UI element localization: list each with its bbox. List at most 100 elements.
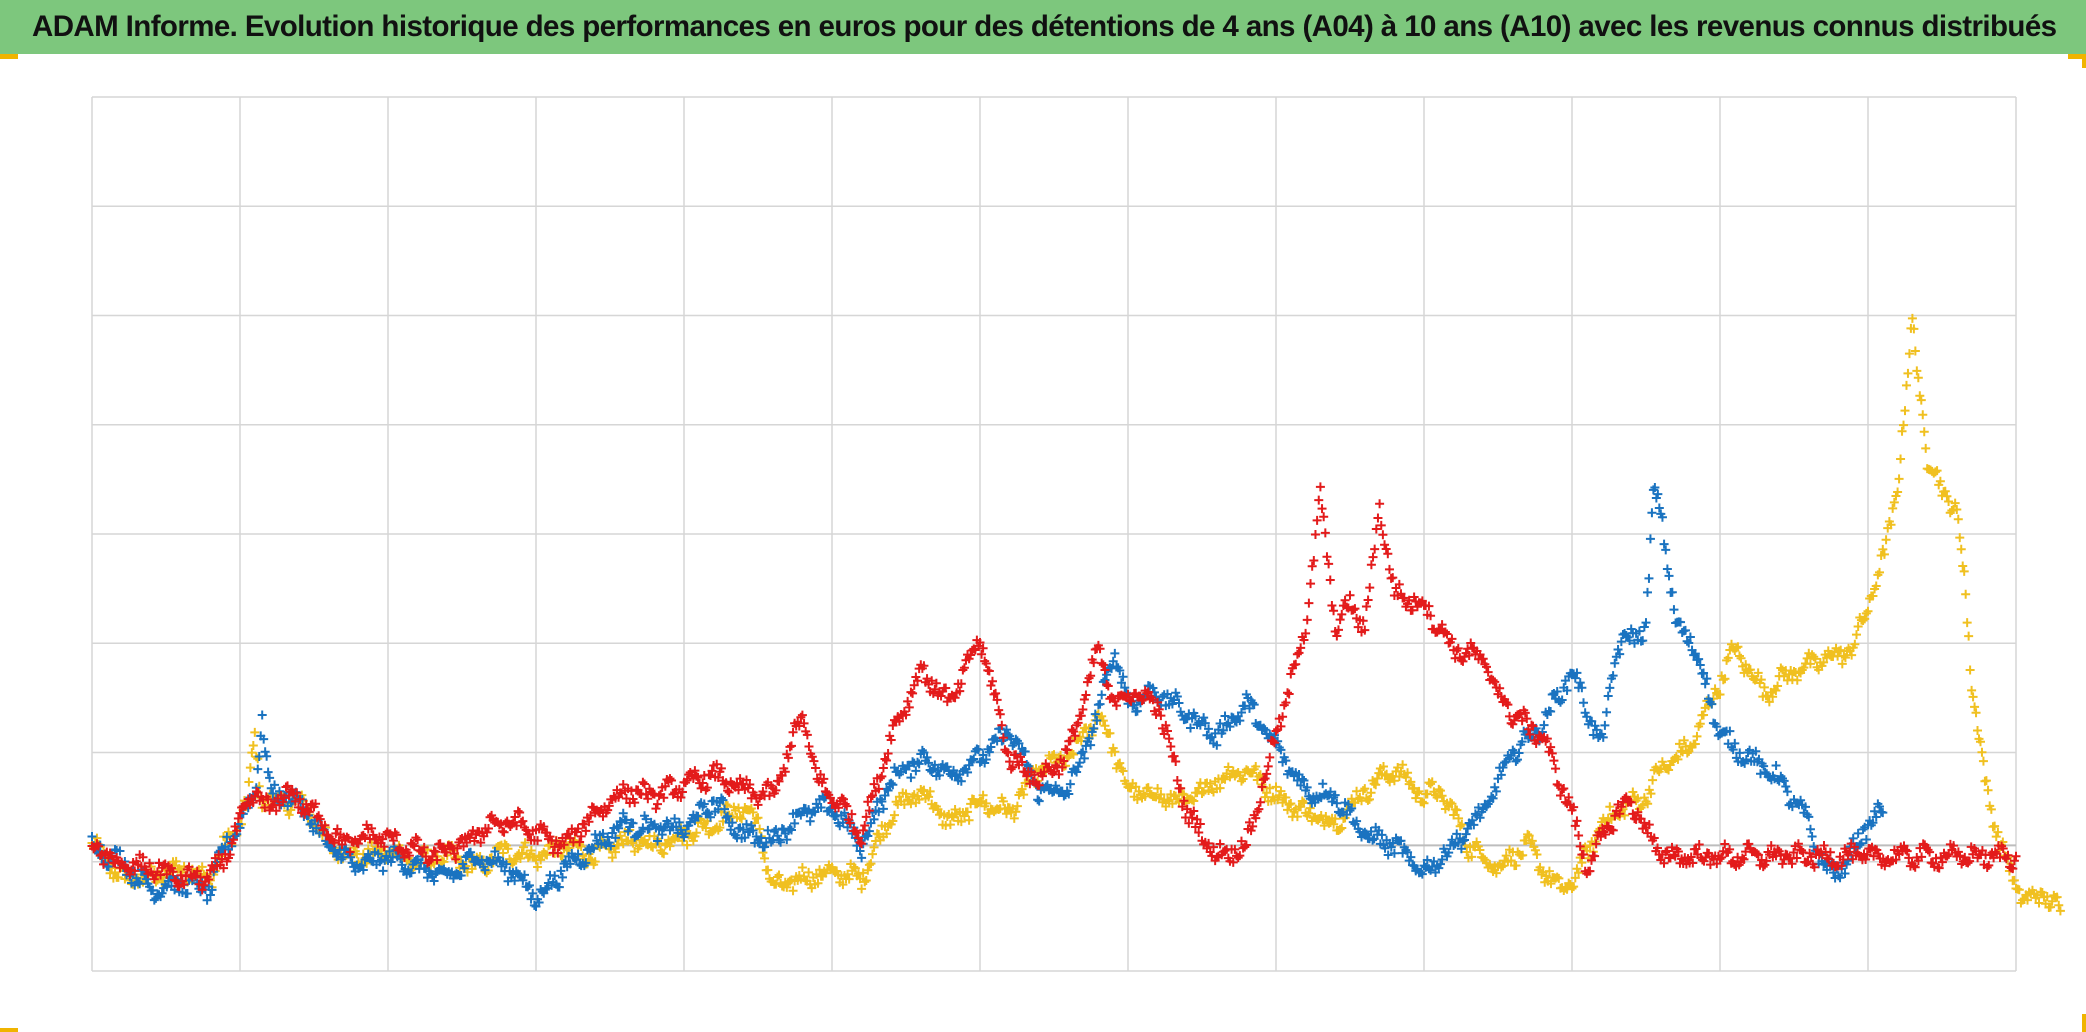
- data-point: [869, 842, 879, 852]
- data-point: [1520, 708, 1530, 718]
- data-point: [866, 859, 876, 869]
- data-point: [1255, 797, 1265, 807]
- data-point: [342, 832, 352, 842]
- data-point: [533, 862, 543, 872]
- data-point: [1151, 710, 1161, 720]
- data-point: [1366, 788, 1376, 798]
- data-point: [1269, 730, 1279, 740]
- data-point: [997, 720, 1007, 730]
- data-point: [1878, 544, 1888, 554]
- data-point: [1490, 677, 1500, 687]
- data-point: [1057, 762, 1067, 772]
- data-point: [1260, 774, 1270, 784]
- data-point: [874, 830, 884, 840]
- data-point: [1603, 691, 1613, 701]
- data-point: [1557, 695, 1567, 705]
- data-point: [861, 812, 871, 822]
- data-point: [618, 779, 628, 789]
- data-point: [1633, 807, 1643, 817]
- data-point: [196, 887, 206, 897]
- data-point: [886, 778, 896, 788]
- data-point: [1005, 757, 1015, 767]
- data-point: [362, 820, 372, 830]
- data-point: [1886, 520, 1896, 530]
- data-point: [519, 842, 529, 852]
- data-point: [2014, 885, 2024, 895]
- data-point: [1851, 630, 1861, 640]
- data-point: [385, 846, 395, 856]
- data-point: [922, 752, 932, 762]
- data-point: [1467, 852, 1477, 862]
- data-point: [623, 826, 633, 836]
- data-point: [1386, 842, 1396, 852]
- data-point: [1347, 803, 1357, 813]
- data-point: [378, 866, 388, 876]
- data-point: [388, 836, 398, 846]
- data-point: [266, 802, 276, 812]
- data-point: [441, 848, 451, 858]
- data-point: [1840, 869, 1850, 879]
- data-point: [1458, 656, 1468, 666]
- data-point: [1286, 669, 1296, 679]
- data-point: [1453, 838, 1463, 848]
- data-point: [292, 788, 302, 798]
- data-point: [612, 821, 622, 831]
- data-point: [1249, 700, 1259, 710]
- data-point: [1254, 771, 1264, 781]
- data-point: [1845, 847, 1855, 857]
- data-point: [857, 853, 867, 863]
- data-point: [1380, 540, 1390, 550]
- data-point: [1012, 801, 1022, 811]
- data-point: [807, 752, 817, 762]
- data-point: [1759, 761, 1769, 771]
- data-point: [1958, 561, 1968, 571]
- data-point: [1868, 818, 1878, 828]
- data-point: [1116, 678, 1126, 688]
- data-point: [888, 780, 898, 790]
- data-point: [1169, 751, 1179, 761]
- data-point: [748, 807, 758, 817]
- data-point: [1975, 737, 1985, 747]
- data-point: [1667, 842, 1677, 852]
- data-point: [1218, 725, 1228, 735]
- data-point: [1299, 635, 1309, 645]
- data-point: [1278, 798, 1288, 808]
- data-point: [1723, 653, 1733, 663]
- data-point: [1100, 675, 1110, 685]
- data-point: [643, 794, 653, 804]
- data-point: [1108, 656, 1118, 666]
- data-point: [1646, 789, 1656, 799]
- data-point: [693, 811, 703, 821]
- data-point: [271, 806, 281, 816]
- data-point: [1664, 571, 1674, 581]
- data-point: [799, 871, 809, 881]
- data-point: [1089, 723, 1099, 733]
- data-point: [1481, 662, 1491, 672]
- data-point: [1810, 654, 1820, 664]
- data-point: [1523, 829, 1533, 839]
- data-point: [1610, 658, 1620, 668]
- data-point: [1991, 832, 2001, 842]
- data-point: [1850, 639, 1860, 649]
- data-point: [338, 852, 348, 862]
- data-point: [1879, 549, 1889, 559]
- data-point: [1185, 723, 1195, 733]
- data-point: [125, 869, 135, 879]
- data-point: [1741, 660, 1751, 670]
- data-point: [483, 823, 493, 833]
- data-point: [459, 863, 469, 873]
- data-point: [738, 825, 748, 835]
- data-point: [141, 865, 151, 875]
- data-point: [1680, 625, 1690, 635]
- data-point: [1511, 860, 1521, 870]
- data-point: [253, 764, 263, 774]
- data-point: [894, 716, 904, 726]
- data-point: [1856, 838, 1866, 848]
- data-point: [1575, 841, 1585, 851]
- data-point: [1097, 690, 1107, 700]
- data-point: [367, 823, 377, 833]
- data-point: [2008, 864, 2018, 874]
- data-point: [476, 838, 486, 848]
- data-point: [1358, 616, 1368, 626]
